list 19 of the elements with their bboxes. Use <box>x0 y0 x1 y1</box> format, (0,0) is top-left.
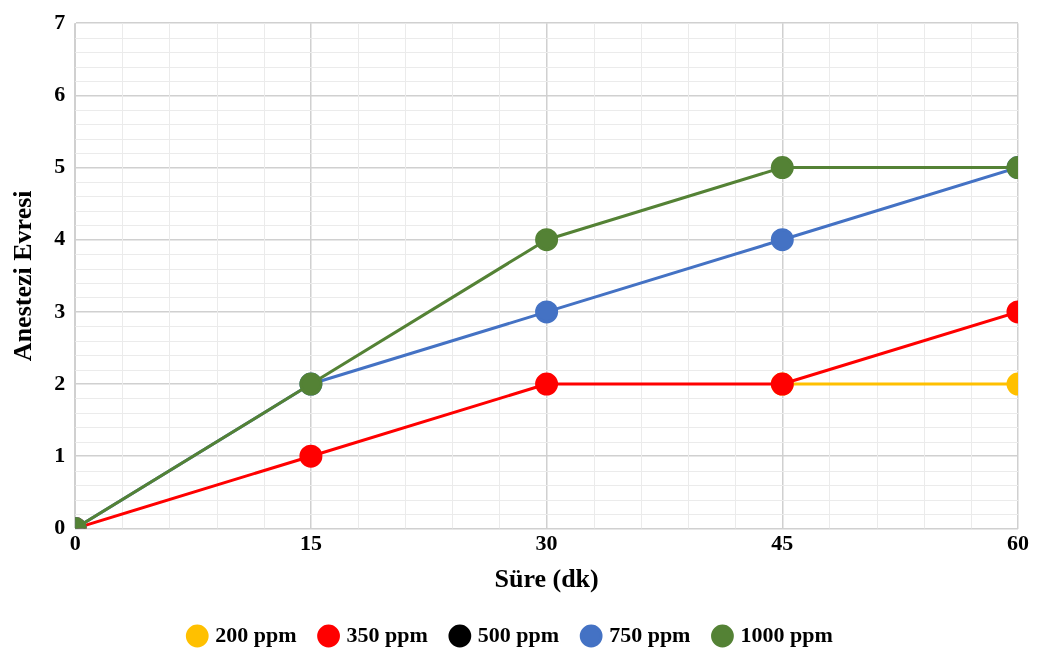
y-tick-label: 7 <box>54 8 66 34</box>
legend-label: 500 ppm <box>477 621 560 647</box>
y-tick-label: 5 <box>54 153 66 179</box>
x-tick-label: 60 <box>1007 530 1029 556</box>
x-tick-label: 15 <box>299 530 322 556</box>
legend-label: 200 ppm <box>215 621 297 647</box>
y-tick-label: 1 <box>54 441 66 467</box>
y-tick-label: 6 <box>54 81 66 107</box>
x-tick-label: 30 <box>535 530 558 556</box>
y-axis-title: Anestezi Evresi <box>8 190 38 362</box>
legend-label: 750 ppm <box>609 621 691 647</box>
x-axis-title: Süre (dk) <box>494 564 599 594</box>
y-tick-label: 0 <box>54 514 66 540</box>
y-tick-label: 4 <box>54 225 66 251</box>
legend-label: 350 ppm <box>346 621 428 647</box>
y-tick-label: 3 <box>54 297 66 323</box>
legend-label: 1000 ppm <box>740 621 833 647</box>
x-tick-label: 45 <box>771 530 794 556</box>
y-tick-label: 2 <box>54 369 66 395</box>
